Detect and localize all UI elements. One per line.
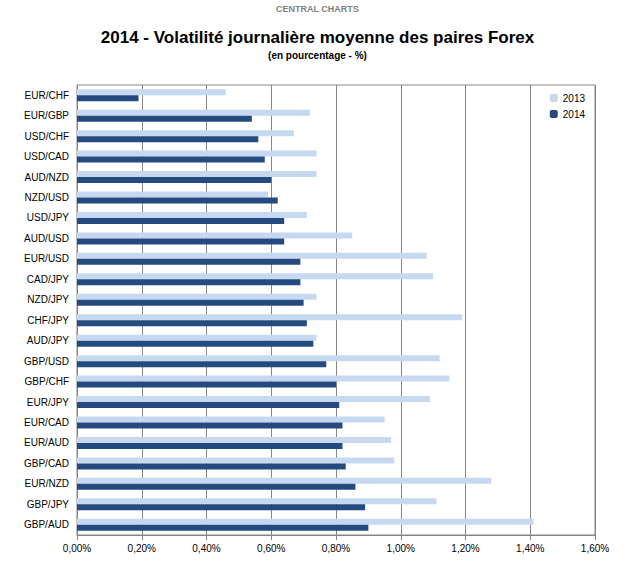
svg-text:0,60%: 0,60% <box>257 543 285 554</box>
svg-text:NZD/USD: NZD/USD <box>25 192 69 203</box>
svg-text:0,20%: 0,20% <box>128 543 156 554</box>
svg-text:EUR/CHF: EUR/CHF <box>25 90 69 101</box>
svg-text:EUR/AUD: EUR/AUD <box>24 437 69 448</box>
svg-text:1,40%: 1,40% <box>516 543 544 554</box>
svg-text:GBP/CAD: GBP/CAD <box>24 458 69 469</box>
svg-text:AUD/USD: AUD/USD <box>24 233 69 244</box>
svg-text:EUR/GBP: EUR/GBP <box>24 110 69 121</box>
svg-text:1,00%: 1,00% <box>387 543 415 554</box>
svg-text:1,60%: 1,60% <box>581 543 609 554</box>
svg-text:EUR/JPY: EUR/JPY <box>27 397 70 408</box>
svg-text:USD/JPY: USD/JPY <box>27 212 70 223</box>
svg-text:(en pourcentage - %): (en pourcentage - %) <box>268 50 367 61</box>
svg-text:NZD/JPY: NZD/JPY <box>27 294 69 305</box>
svg-text:USD/CHF: USD/CHF <box>25 131 69 142</box>
svg-text:CENTRAL CHARTS: CENTRAL CHARTS <box>276 4 359 14</box>
svg-text:0,80%: 0,80% <box>322 543 350 554</box>
svg-text:GBP/CHF: GBP/CHF <box>25 376 69 387</box>
svg-text:GBP/JPY: GBP/JPY <box>27 499 70 510</box>
svg-text:GBP/USD: GBP/USD <box>24 356 69 367</box>
svg-text:USD/CAD: USD/CAD <box>24 151 69 162</box>
svg-text:CHF/JPY: CHF/JPY <box>27 315 69 326</box>
svg-text:2013: 2013 <box>563 93 586 104</box>
svg-text:2014: 2014 <box>563 109 586 120</box>
svg-text:GBP/AUD: GBP/AUD <box>24 519 69 530</box>
svg-text:2014 - Volatilité journalière: 2014 - Volatilité journalière moyenne de… <box>101 28 535 47</box>
svg-text:AUD/JPY: AUD/JPY <box>27 335 70 346</box>
svg-text:EUR/NZD: EUR/NZD <box>25 478 69 489</box>
svg-text:0,40%: 0,40% <box>192 543 220 554</box>
svg-text:0,00%: 0,00% <box>63 543 91 554</box>
svg-text:EUR/USD: EUR/USD <box>24 253 69 264</box>
svg-text:1,20%: 1,20% <box>451 543 479 554</box>
svg-text:AUD/NZD: AUD/NZD <box>25 172 69 183</box>
svg-text:EUR/CAD: EUR/CAD <box>24 417 69 428</box>
svg-text:CAD/JPY: CAD/JPY <box>27 274 70 285</box>
